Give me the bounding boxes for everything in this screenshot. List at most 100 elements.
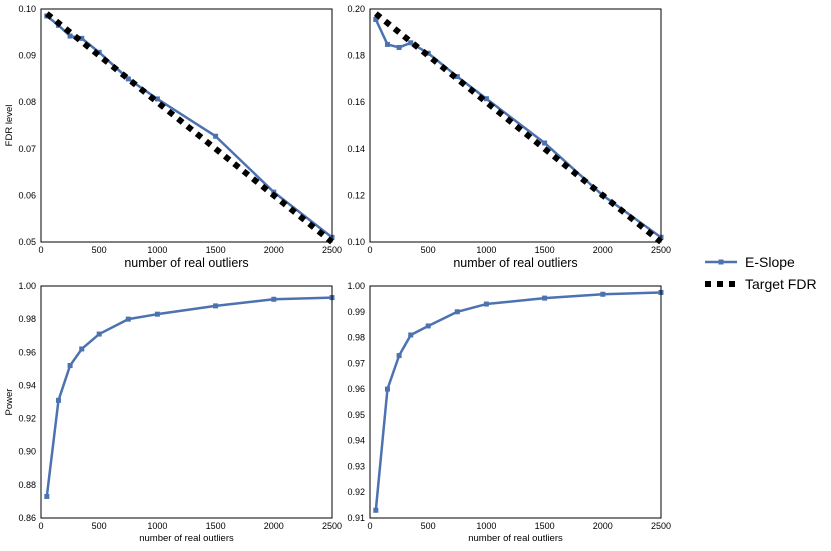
- x-tick-label: 1500: [535, 521, 555, 531]
- eslope-marker: [96, 331, 102, 337]
- y-tick-label: 0.95: [347, 410, 365, 420]
- y-tick-label: 0.97: [347, 358, 365, 368]
- eslope-marker: [454, 309, 460, 315]
- chart-panel-4: 0 500 1000 1500 2000 2500 0.91 0.92 0.93 0.94 0.95…: [347, 281, 671, 544]
- y-tick-label: 0.94: [347, 436, 365, 446]
- x-tick-label: 2500: [651, 521, 671, 531]
- eslope-marker: [213, 133, 219, 139]
- eslope-marker: [384, 386, 390, 392]
- eslope-marker: [55, 397, 61, 403]
- eslope-line: [374, 291, 662, 511]
- eslope-marker: [271, 296, 277, 302]
- y-tick-label: 0.07: [18, 144, 36, 154]
- eslope-marker: [408, 332, 414, 338]
- plots-layer: 0 500 1000 1500 2000 2500 0.05 0.06 0.07 0.08 0.09…: [4, 4, 671, 544]
- axes-frame: [40, 8, 333, 243]
- x-tick-label: 1000: [476, 245, 496, 255]
- x-tick-label: 1000: [147, 245, 167, 255]
- y-tick-label: 0.99: [347, 307, 365, 317]
- eslope-marker: [373, 507, 379, 513]
- y-axis-label: FDR level: [4, 105, 15, 147]
- target-fdr-line: [373, 11, 663, 245]
- y-tick-label: 0.93: [347, 461, 365, 471]
- legend-eslope-marker: [718, 259, 724, 265]
- x-axis-label: number of real outliers: [124, 256, 248, 270]
- y-tick-label: 0.86: [18, 513, 36, 523]
- target-fdr-line: [44, 11, 334, 245]
- y-axis-label: Power: [4, 389, 15, 416]
- x-tick-label: 1000: [476, 521, 496, 531]
- y-tick-label: 0.14: [347, 144, 365, 154]
- x-tick-label: 2000: [593, 521, 613, 531]
- y-tick-label: 0.10: [18, 4, 36, 14]
- eslope-marker: [67, 33, 73, 39]
- x-tick-label: 500: [421, 245, 436, 255]
- x-tick-label: 1500: [206, 245, 226, 255]
- x-tick-label: 2500: [322, 521, 342, 531]
- y-tick-label: 0.94: [18, 380, 36, 390]
- x-tick-label: 500: [421, 521, 436, 531]
- y-tick-label: 0.08: [18, 97, 36, 107]
- eslope-marker: [396, 353, 402, 359]
- eslope-marker: [44, 493, 50, 499]
- x-tick-label: 0: [367, 245, 372, 255]
- x-tick-label: 2000: [264, 245, 284, 255]
- eslope-marker: [408, 40, 414, 46]
- eslope-marker: [79, 346, 85, 352]
- y-tick-label: 0.91: [347, 513, 365, 523]
- chart-panel-3: 0 500 1000 1500 2000 2500 0.86 0.88 0.90 0.92 0.94…: [4, 281, 342, 544]
- y-tick-label: 0.20: [347, 4, 365, 14]
- y-tick-label: 0.88: [18, 480, 36, 490]
- x-axis-label: number of real outliers: [139, 533, 234, 544]
- y-tick-label: 0.18: [347, 51, 365, 61]
- y-tick-label: 1.00: [347, 281, 365, 291]
- x-tick-label: 2000: [593, 245, 613, 255]
- x-tick-label: 0: [38, 521, 43, 531]
- eslope-marker: [125, 316, 131, 322]
- y-tick-label: 0.92: [18, 414, 36, 424]
- y-tick-label: 0.16: [347, 97, 365, 107]
- x-tick-label: 500: [92, 521, 107, 531]
- y-tick-label: 0.12: [347, 190, 365, 200]
- x-tick-label: 0: [38, 245, 43, 255]
- y-tick-label: 0.90: [18, 447, 36, 457]
- x-tick-label: 2500: [322, 245, 342, 255]
- eslope-line: [45, 296, 333, 497]
- y-tick-label: 0.98: [18, 314, 36, 324]
- chart-panel-1: 0 500 1000 1500 2000 2500 0.05 0.06 0.07 0.08 0.09…: [4, 4, 342, 270]
- x-axis-label: number of real outliers: [453, 256, 577, 270]
- legend-target-label: Target FDR: [745, 276, 817, 292]
- y-tick-label: 0.96: [347, 384, 365, 394]
- legend: E-Slope Target FDR: [705, 254, 817, 292]
- y-tick-label: 0.96: [18, 347, 36, 357]
- x-tick-label: 1500: [206, 521, 226, 531]
- x-tick-label: 1000: [147, 521, 167, 531]
- y-tick-label: 0.05: [18, 237, 36, 247]
- y-tick-label: 0.06: [18, 190, 36, 200]
- eslope-marker: [79, 35, 85, 41]
- eslope-marker: [600, 291, 606, 297]
- legend-eslope-label: E-Slope: [745, 254, 795, 270]
- eslope-marker: [454, 74, 460, 80]
- eslope-marker: [154, 96, 160, 102]
- y-tick-label: 0.10: [347, 237, 365, 247]
- eslope-marker: [213, 303, 219, 309]
- x-tick-label: 1500: [535, 245, 555, 255]
- eslope-marker: [384, 41, 390, 47]
- eslope-marker: [373, 16, 379, 22]
- axes-frame: [40, 285, 333, 519]
- y-tick-label: 0.92: [347, 487, 365, 497]
- eslope-marker: [425, 323, 431, 329]
- axes-frame: [369, 8, 662, 243]
- y-tick-label: 0.09: [18, 51, 36, 61]
- eslope-marker: [542, 140, 548, 146]
- axes-frame: [369, 285, 662, 519]
- x-tick-label: 2500: [651, 245, 671, 255]
- eslope-marker: [125, 76, 131, 82]
- x-tick-label: 2000: [264, 521, 284, 531]
- eslope-marker: [154, 311, 160, 317]
- eslope-marker: [542, 295, 548, 301]
- y-tick-label: 1.00: [18, 281, 36, 291]
- eslope-marker: [483, 301, 489, 307]
